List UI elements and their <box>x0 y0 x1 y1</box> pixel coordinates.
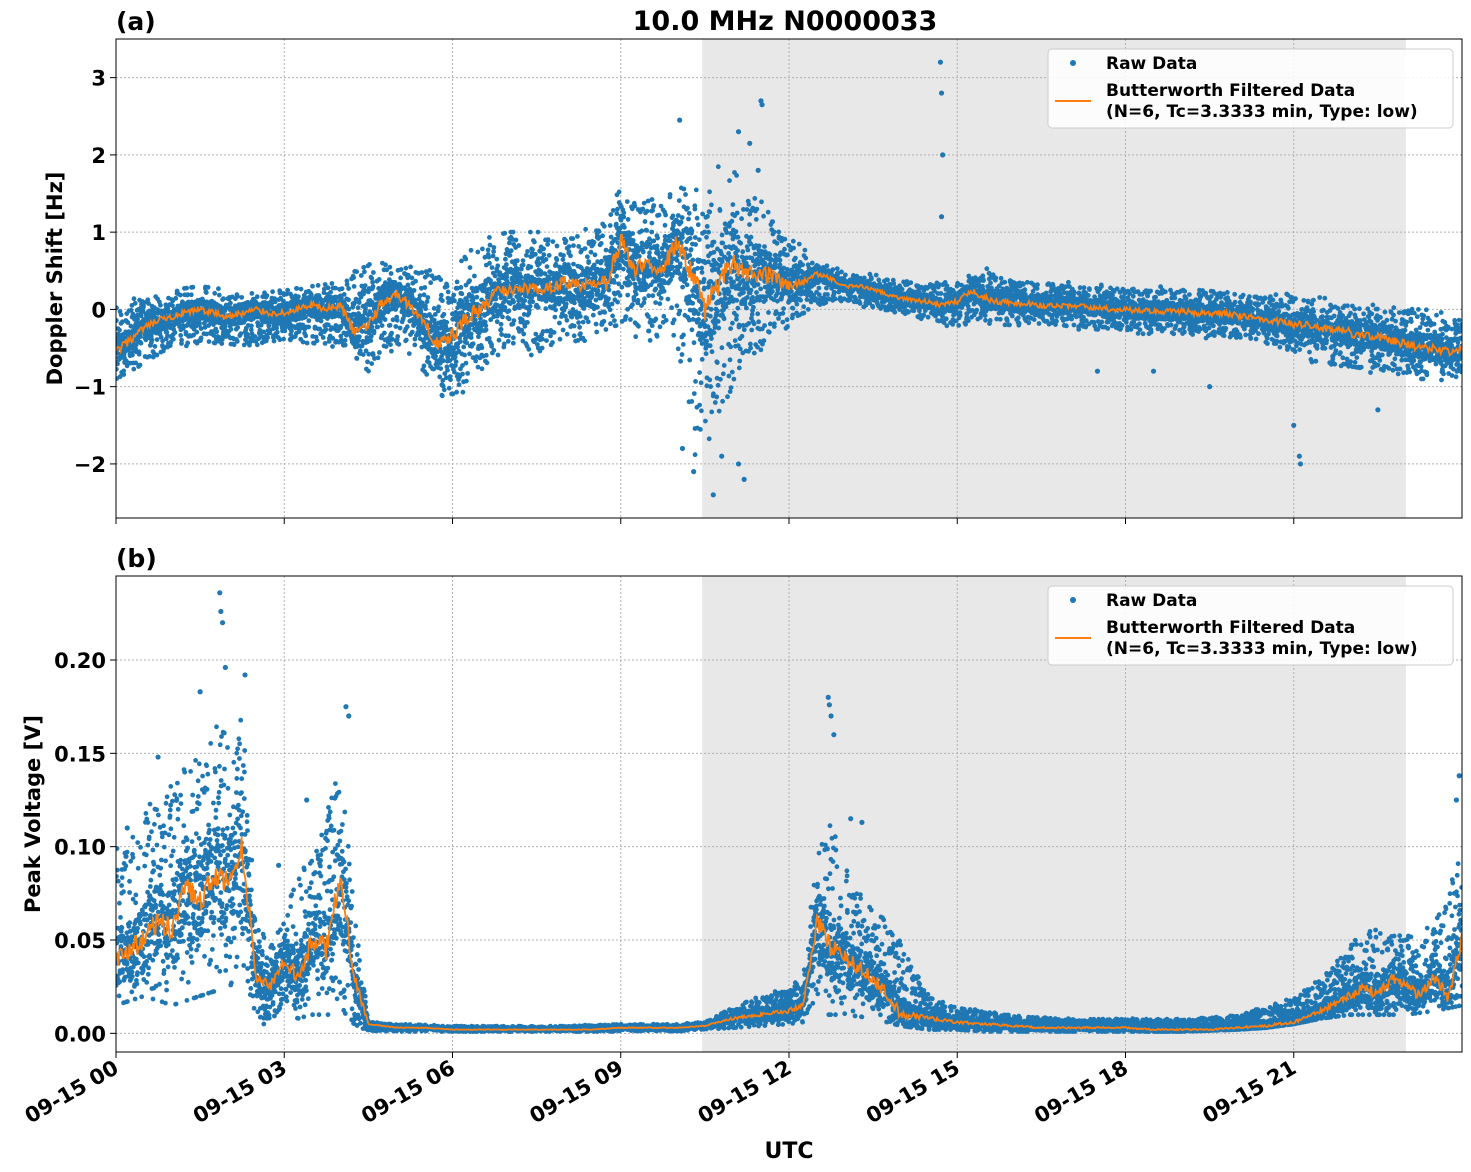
panel-label: (a) <box>116 7 156 36</box>
raw-data-outlier <box>759 102 764 107</box>
y-tick-label: 0.10 <box>54 836 106 860</box>
raw-data-outlier <box>691 469 696 474</box>
legend-filtered-params: (N=6, Tc=3.3333 min, Type: low) <box>1106 102 1418 122</box>
raw-data-outlier <box>747 141 752 146</box>
raw-data-outlier <box>940 152 945 157</box>
raw-data-outlier <box>1151 369 1156 374</box>
panel-a: 3 2 1 0 −1 −2 (a) Doppler Shift [Hz] Raw Data But… <box>43 7 1464 524</box>
x-tick-label: 09-15 09 <box>525 1056 627 1129</box>
raw-data-outlier <box>1095 369 1100 374</box>
x-tick-label: 09-15 03 <box>189 1056 291 1129</box>
raw-data-outlier <box>1297 454 1302 459</box>
y-tick-label: 2 <box>91 144 106 168</box>
raw-data-outlier <box>826 695 831 700</box>
raw-data-outlier <box>242 672 247 677</box>
raw-data-outlier <box>939 214 944 219</box>
x-tick-label: 09-15 00 <box>21 1056 123 1129</box>
raw-data-outlier <box>217 590 222 595</box>
raw-data-outlier <box>304 797 309 802</box>
raw-data-outlier <box>859 820 864 825</box>
raw-data-outlier <box>736 129 741 134</box>
y-tick-label: −2 <box>74 453 106 477</box>
raw-data-outlier <box>1457 773 1462 778</box>
y-tick-label: 3 <box>91 67 106 91</box>
x-axis-label: UTC <box>764 1139 813 1164</box>
legend-filtered-params: (N=6, Tc=3.3333 min, Type: low) <box>1106 639 1418 659</box>
raw-data-outlier <box>198 689 203 694</box>
raw-data-outlier <box>276 863 281 868</box>
raw-data-outlier <box>1454 797 1459 802</box>
raw-data-outlier <box>1298 461 1303 466</box>
raw-data-outlier <box>719 454 724 459</box>
x-tick-label: 09-15 15 <box>862 1056 964 1129</box>
raw-data-outlier <box>218 609 223 614</box>
raw-data-outlier <box>220 620 225 625</box>
y-tick-label: 0.05 <box>54 929 106 953</box>
y-axis-label: Doppler Shift [Hz] <box>43 172 67 386</box>
y-tick-label: 0.20 <box>54 649 106 673</box>
raw-data-outlier <box>828 713 833 718</box>
raw-data-outlier <box>742 477 747 482</box>
raw-data-outlier <box>831 732 836 737</box>
panel-b: 0.20 0.15 0.10 0.05 0.00 (b) Peak Voltage [V] R… <box>21 544 1464 1058</box>
raw-data-outlier <box>827 702 832 707</box>
raw-data-outlier <box>938 60 943 65</box>
x-tick-label: 09-15 18 <box>1030 1056 1132 1129</box>
legend-filtered-label: Butterworth Filtered Data <box>1106 618 1355 638</box>
figure-title: 10.0 MHz N0000033 <box>633 6 938 37</box>
raw-data-outlier <box>680 446 685 451</box>
raw-data-outlier <box>343 704 348 709</box>
y-tick-label: 1 <box>91 221 106 245</box>
y-tick-label: −1 <box>74 376 106 400</box>
x-tick-label: 09-15 06 <box>357 1056 459 1129</box>
raw-data-outlier <box>125 825 130 830</box>
legend-raw-label: Raw Data <box>1106 591 1197 611</box>
legend-raw-marker <box>1070 597 1076 603</box>
legend-raw-label: Raw Data <box>1106 54 1197 74</box>
panel-label: (b) <box>116 544 157 573</box>
raw-data-outlier <box>155 754 160 759</box>
y-tick-label: 0.15 <box>54 742 106 766</box>
raw-data-outlier <box>736 461 741 466</box>
raw-data-outlier <box>223 665 228 670</box>
raw-data-outlier <box>346 713 351 718</box>
y-axis-label: Peak Voltage [V] <box>21 715 45 913</box>
raw-data-outlier <box>1291 423 1296 428</box>
legend-filtered-label: Butterworth Filtered Data <box>1106 81 1355 101</box>
legend-raw-marker <box>1070 60 1076 66</box>
raw-data-outlier <box>1207 384 1212 389</box>
x-tick-label: 09-15 21 <box>1198 1056 1300 1129</box>
y-tick-label: 0.00 <box>54 1022 106 1046</box>
raw-data-outlier <box>756 168 761 173</box>
raw-data-outlier <box>939 90 944 95</box>
x-tick-label: 09-15 12 <box>694 1056 796 1129</box>
y-tick-label: 0 <box>91 298 106 322</box>
raw-data-outlier <box>677 118 682 123</box>
raw-data-outlier <box>711 492 716 497</box>
raw-data-outlier <box>1375 407 1380 412</box>
raw-data-outlier <box>848 816 853 821</box>
